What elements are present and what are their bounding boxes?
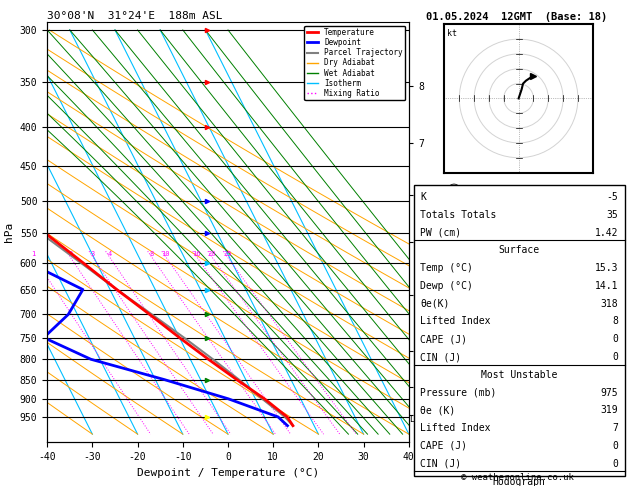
- Legend: Temperature, Dewpoint, Parcel Trajectory, Dry Adiabat, Wet Adiabat, Isotherm, Mi: Temperature, Dewpoint, Parcel Trajectory…: [304, 26, 405, 100]
- Text: 16: 16: [192, 251, 201, 257]
- Text: Hodograph: Hodograph: [493, 477, 546, 486]
- Text: 20: 20: [208, 251, 216, 257]
- Text: Lifted Index: Lifted Index: [420, 423, 491, 433]
- Text: θe (K): θe (K): [420, 405, 455, 416]
- Text: K: K: [420, 192, 426, 202]
- Text: 7: 7: [613, 423, 618, 433]
- Text: km
ASL: km ASL: [423, 453, 438, 472]
- Text: PW (cm): PW (cm): [420, 227, 461, 238]
- Text: 1: 1: [31, 251, 36, 257]
- Text: Most Unstable: Most Unstable: [481, 370, 557, 380]
- Text: 0: 0: [613, 352, 618, 362]
- Text: 0: 0: [613, 334, 618, 344]
- Text: Temp (°C): Temp (°C): [420, 263, 473, 273]
- Text: 2: 2: [68, 251, 72, 257]
- Text: 975: 975: [601, 388, 618, 398]
- Text: LCL: LCL: [409, 415, 425, 424]
- Text: 10: 10: [162, 251, 170, 257]
- Text: © weatheronline.co.uk: © weatheronline.co.uk: [460, 473, 574, 482]
- Text: CAPE (J): CAPE (J): [420, 441, 467, 451]
- Text: CIN (J): CIN (J): [420, 352, 461, 362]
- Text: Mixing Ratio (g/kg): Mixing Ratio (g/kg): [452, 181, 460, 283]
- Text: Lifted Index: Lifted Index: [420, 316, 491, 327]
- Y-axis label: hPa: hPa: [4, 222, 14, 242]
- Text: 35: 35: [606, 210, 618, 220]
- Text: 25: 25: [223, 251, 231, 257]
- Text: 0: 0: [613, 441, 618, 451]
- Text: 8: 8: [150, 251, 154, 257]
- Text: 01.05.2024  12GMT  (Base: 18): 01.05.2024 12GMT (Base: 18): [426, 12, 608, 22]
- Text: 319: 319: [601, 405, 618, 416]
- Text: Totals Totals: Totals Totals: [420, 210, 496, 220]
- Text: 1.42: 1.42: [595, 227, 618, 238]
- Text: 30°08'N  31°24'E  188m ASL: 30°08'N 31°24'E 188m ASL: [47, 11, 223, 21]
- Text: 3: 3: [91, 251, 95, 257]
- Text: CIN (J): CIN (J): [420, 459, 461, 469]
- X-axis label: Dewpoint / Temperature (°C): Dewpoint / Temperature (°C): [137, 468, 319, 478]
- Text: 4: 4: [108, 251, 112, 257]
- Text: 14.1: 14.1: [595, 281, 618, 291]
- Text: Pressure (mb): Pressure (mb): [420, 388, 496, 398]
- Text: θe(K): θe(K): [420, 299, 450, 309]
- Text: 0: 0: [613, 459, 618, 469]
- Text: 8: 8: [613, 316, 618, 327]
- Text: 15.3: 15.3: [595, 263, 618, 273]
- Text: -5: -5: [606, 192, 618, 202]
- Text: kt: kt: [447, 29, 457, 38]
- Text: CAPE (J): CAPE (J): [420, 334, 467, 344]
- Text: Dewp (°C): Dewp (°C): [420, 281, 473, 291]
- Text: Surface: Surface: [499, 245, 540, 255]
- Text: 318: 318: [601, 299, 618, 309]
